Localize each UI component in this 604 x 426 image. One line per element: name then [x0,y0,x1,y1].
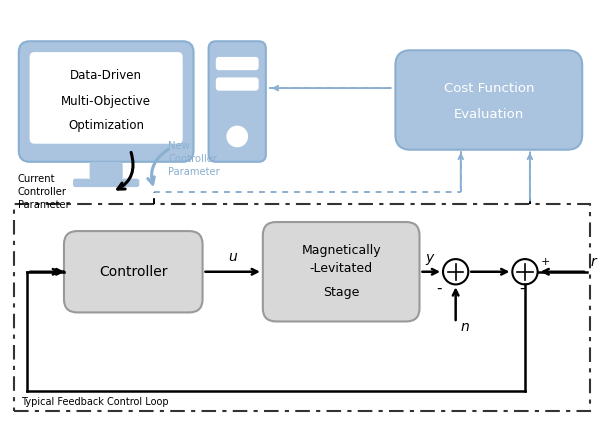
Text: +: + [541,257,550,267]
Text: Cost Function: Cost Function [443,81,534,95]
FancyBboxPatch shape [216,78,259,91]
Text: Stage: Stage [323,286,359,299]
Text: u: u [228,250,237,264]
FancyBboxPatch shape [19,41,193,162]
FancyBboxPatch shape [30,52,182,144]
Text: -Levitated: -Levitated [310,262,373,275]
Text: Controller: Controller [99,265,167,279]
FancyBboxPatch shape [208,41,266,162]
Circle shape [226,126,248,147]
FancyBboxPatch shape [73,178,140,187]
FancyBboxPatch shape [216,57,259,70]
Text: Multi-Objective: Multi-Objective [61,95,151,108]
Circle shape [512,259,538,285]
Text: Typical Feedback Control Loop: Typical Feedback Control Loop [21,397,169,407]
Text: Evaluation: Evaluation [454,109,524,121]
Text: New
Controller
Parameter: New Controller Parameter [169,141,220,177]
Text: r: r [590,255,596,269]
Text: Magnetically: Magnetically [301,244,381,257]
Text: -: - [519,281,525,296]
Text: Current
Controller
Parameter: Current Controller Parameter [18,174,69,210]
Text: -: - [436,281,442,296]
Text: Data-Driven: Data-Driven [70,69,142,81]
FancyBboxPatch shape [263,222,420,322]
FancyBboxPatch shape [89,162,123,180]
Text: n: n [460,320,469,334]
Circle shape [443,259,468,285]
Text: Optimization: Optimization [68,119,144,132]
FancyBboxPatch shape [64,231,202,312]
FancyBboxPatch shape [396,50,582,150]
Text: y: y [426,250,434,265]
